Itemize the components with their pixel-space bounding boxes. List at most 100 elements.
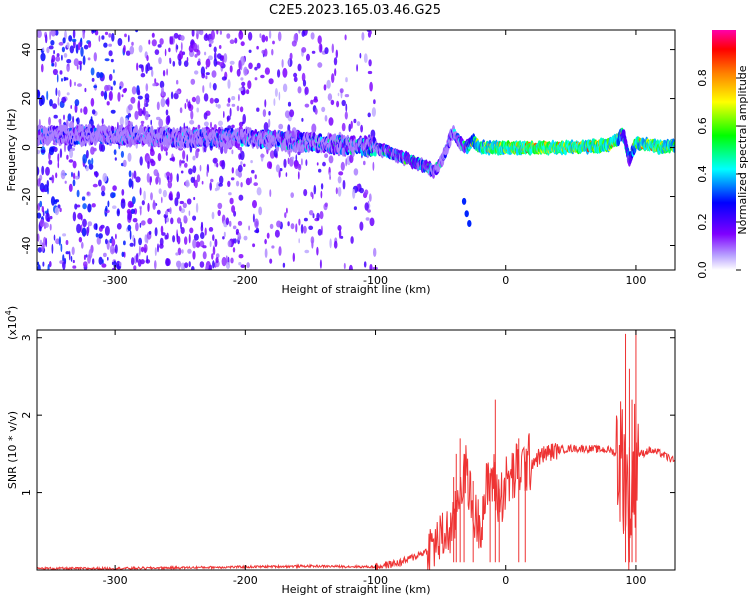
noise-speck: [372, 161, 375, 171]
noise-speck: [236, 180, 240, 187]
noise-speck: [162, 70, 166, 77]
noise-speck: [194, 179, 198, 189]
noise-speck: [87, 203, 92, 213]
noise-speck: [301, 117, 304, 122]
noise-speck: [173, 32, 179, 39]
noise-speck: [191, 30, 195, 37]
noise-speck: [76, 223, 82, 234]
noise-speck: [96, 71, 101, 79]
noise-speck: [188, 103, 192, 109]
noise-speck: [341, 99, 346, 107]
noise-speck: [144, 110, 149, 121]
noise-speck: [42, 261, 45, 267]
noise-speck: [126, 208, 132, 215]
noise-speck: [217, 209, 221, 217]
noise-speck: [66, 92, 70, 96]
noise-speck: [87, 221, 93, 227]
noise-speck: [247, 31, 253, 41]
noise-speck: [85, 254, 88, 258]
noise-speck: [131, 196, 136, 205]
noise-speck: [68, 35, 73, 42]
noise-speck: [113, 80, 116, 86]
noise-speck: [192, 215, 197, 221]
noise-speck: [272, 40, 275, 45]
noise-speck: [37, 233, 40, 242]
noise-speck: [63, 114, 65, 121]
noise-speck: [321, 106, 326, 113]
noise-speck: [210, 121, 212, 129]
noise-speck: [76, 189, 80, 198]
noise-speck: [274, 88, 278, 97]
noise-speck: [271, 48, 274, 56]
noise-speck: [157, 243, 159, 253]
colorbar-tick-label: 0.4: [696, 165, 709, 183]
noise-speck: [328, 155, 334, 164]
noise-speck: [103, 90, 108, 100]
noise-speck: [37, 212, 42, 219]
noise-speck: [124, 117, 129, 128]
noise-speck: [252, 243, 256, 248]
noise-speck: [104, 58, 110, 62]
colorbar-tick-label: 0.8: [696, 69, 709, 87]
noise-speck: [169, 36, 174, 45]
noise-speck: [320, 43, 322, 53]
noise-speck: [108, 90, 113, 101]
noise-speck: [131, 86, 137, 95]
snr-line: [37, 401, 675, 570]
noise-speck: [39, 239, 43, 247]
noise-speck: [154, 247, 157, 257]
noise-speck: [66, 154, 69, 160]
noise-speck: [212, 246, 216, 255]
noise-speck: [68, 183, 73, 192]
noise-speck: [301, 158, 303, 166]
branch-cell: [467, 220, 472, 227]
noise-speck: [71, 38, 77, 43]
noise-speck: [121, 251, 125, 257]
noise-speck: [337, 92, 340, 97]
noise-speck: [316, 246, 319, 256]
noise-speck: [292, 252, 295, 262]
noise-speck: [48, 146, 55, 156]
noise-speck: [137, 100, 141, 111]
noise-speck: [243, 235, 248, 241]
ridge-cell: [134, 124, 138, 134]
noise-speck: [317, 35, 322, 45]
noise-speck: [131, 257, 135, 266]
noise-speck: [330, 99, 335, 106]
noise-speck: [154, 227, 158, 237]
x-tick-label: -300: [103, 274, 128, 287]
noise-speck: [49, 223, 52, 231]
noise-speck: [339, 88, 344, 94]
noise-speck: [316, 162, 319, 166]
noise-speck: [83, 106, 88, 115]
noise-speck: [209, 240, 212, 248]
noise-speck: [291, 156, 295, 160]
noise-speck: [215, 103, 218, 108]
noise-speck: [195, 149, 199, 159]
noise-speck: [82, 203, 87, 210]
noise-speck: [297, 164, 302, 171]
noise-speck: [240, 182, 243, 188]
noise-speck: [275, 164, 280, 173]
noise-speck: [348, 264, 353, 270]
noise-speck: [238, 94, 240, 102]
x-tick-label: -100: [363, 574, 388, 587]
noise-speck: [319, 211, 324, 220]
noise-speck: [214, 187, 218, 192]
noise-speck: [129, 242, 134, 247]
noise-speck: [258, 206, 263, 216]
noise-speck: [148, 230, 152, 235]
noise-speck: [328, 117, 334, 126]
noise-speck: [60, 243, 63, 253]
noise-speck: [67, 113, 72, 122]
noise-speck: [238, 194, 244, 201]
noise-speck: [171, 156, 176, 162]
noise-speck: [135, 222, 139, 232]
noise-speck: [226, 33, 231, 39]
noise-speck: [81, 196, 86, 201]
noise-speck: [46, 90, 49, 101]
noise-speck: [137, 95, 143, 100]
noise-speck: [72, 179, 76, 187]
noise-speck: [228, 192, 232, 196]
